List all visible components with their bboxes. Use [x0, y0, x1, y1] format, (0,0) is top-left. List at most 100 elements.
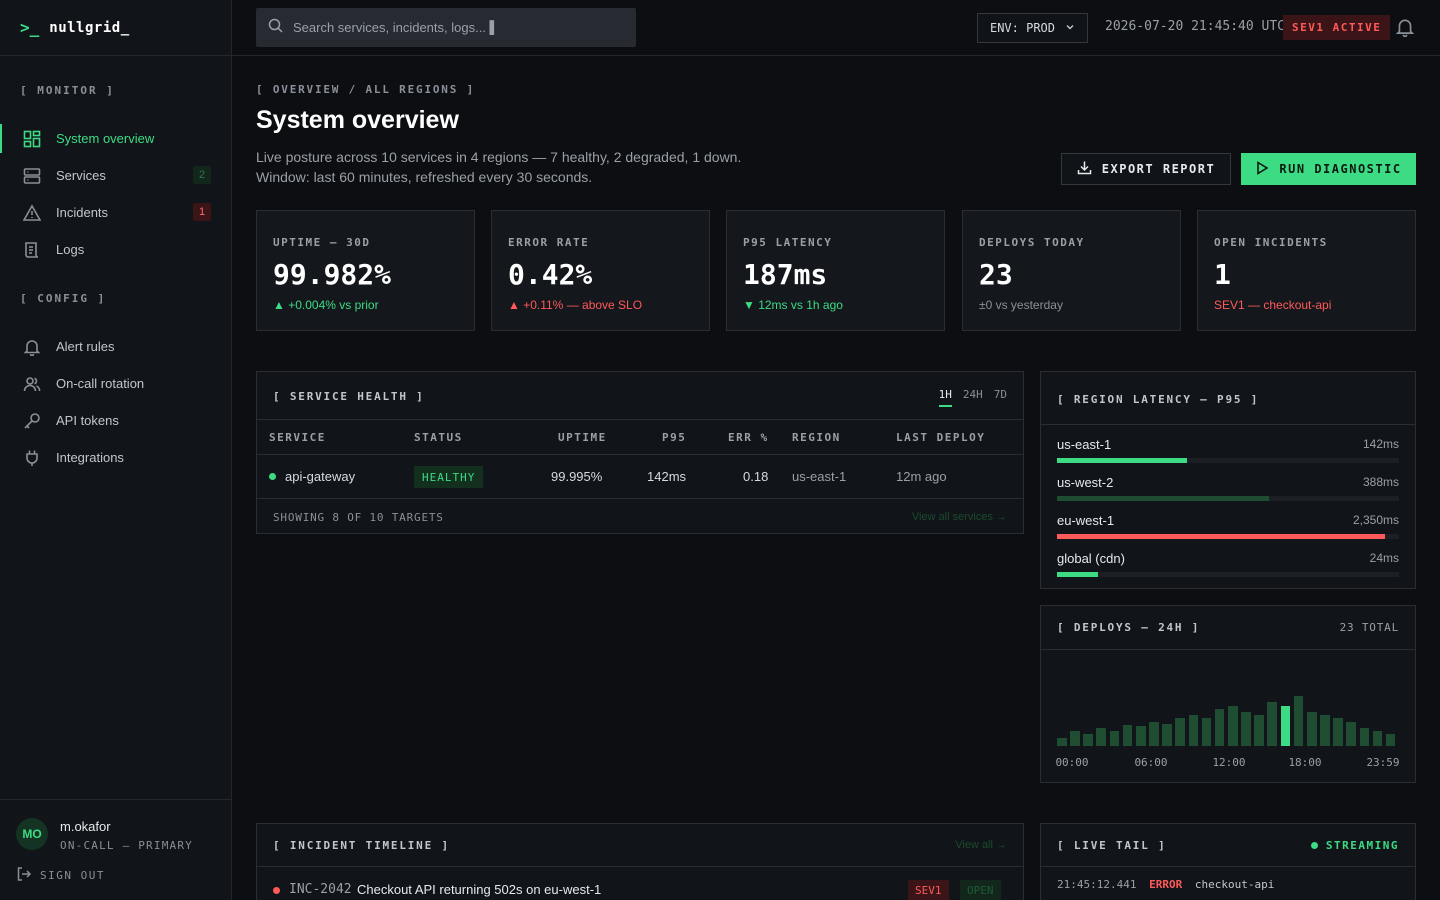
run-diagnostic-label: RUN DIAGNOSTIC	[1279, 162, 1402, 176]
cell-uptime: 99.995%	[551, 469, 603, 484]
run-diagnostic-button[interactable]: RUN DIAGNOSTIC	[1241, 153, 1416, 185]
region-name: eu-west-1	[1057, 513, 1115, 528]
view-all-incidents-link[interactable]: View all →	[955, 839, 1007, 851]
region-name: us-east-1	[1057, 437, 1112, 452]
deploy-bar[interactable]	[1122, 725, 1133, 746]
region-latency-value: 24ms	[1369, 551, 1399, 565]
deploy-bar[interactable]	[1135, 726, 1146, 746]
latency-bar-fill	[1057, 458, 1187, 463]
deploy-bar[interactable]	[1372, 731, 1383, 746]
deploy-bar[interactable]	[1385, 734, 1396, 746]
sev-active-badge[interactable]: SEV1 ACTIVE	[1283, 15, 1391, 40]
col-p95[interactable]: P95	[662, 431, 687, 444]
deploy-bar[interactable]	[1254, 715, 1264, 746]
deploy-bar[interactable]	[1057, 738, 1067, 746]
table-row[interactable]: api-gateway HEALTHY 99.995% 142ms 0.18 u…	[257, 455, 1023, 499]
tab-7d[interactable]: 7D	[993, 388, 1007, 401]
deploy-bar[interactable]	[1346, 722, 1357, 746]
region-row-us-east-1[interactable]: us-east-1 142ms	[1057, 437, 1399, 473]
cell-service: api-gateway	[285, 469, 356, 484]
grid-icon	[22, 129, 42, 149]
key-icon	[22, 411, 42, 431]
deploy-bar[interactable]	[1228, 706, 1238, 746]
sidebar-item-on-call-rotation[interactable]: On-call rotation	[0, 365, 231, 402]
deploy-bar[interactable]	[1293, 696, 1304, 746]
streaming-indicator[interactable]: STREAMING	[1310, 839, 1399, 852]
section-label-monitor: [ MONITOR ]	[20, 84, 115, 97]
sidebar-item-system-overview[interactable]: System overview	[0, 120, 231, 157]
region-row-eu-west-1[interactable]: eu-west-1 2,350ms	[1057, 513, 1399, 549]
view-all-services-link[interactable]: View all services →	[911, 511, 1007, 523]
env-selector[interactable]: ENV: PROD	[977, 13, 1088, 43]
kpi-card-open-incidents: OPEN INCIDENTS 1 SEV1 — checkout-api	[1197, 210, 1416, 331]
col-last-deploy[interactable]: LAST DEPLOY	[896, 431, 986, 444]
deploy-bar[interactable]	[1109, 731, 1120, 746]
breadcrumb: [ OVERVIEW / ALL REGIONS ]	[256, 83, 475, 96]
region-latency-value: 388ms	[1362, 475, 1399, 489]
deploy-bar[interactable]	[1320, 715, 1330, 746]
col-uptime[interactable]: UPTIME	[558, 431, 607, 444]
kpi-label: P95 LATENCY	[743, 236, 833, 249]
sidebar-item-api-tokens[interactable]: API tokens	[0, 402, 231, 439]
x-axis-label: 00:00	[1055, 756, 1089, 769]
range-tabs: 1H 24H 7D	[938, 388, 1007, 407]
deploy-bar[interactable]	[1306, 712, 1317, 746]
panel-title: [ INCIDENT TIMELINE ]	[273, 839, 450, 852]
search-input[interactable]	[293, 20, 613, 35]
deploy-bar[interactable]	[1359, 728, 1370, 746]
incident-id: INC-2042	[289, 882, 352, 897]
sidebar-item-integrations[interactable]: Integrations	[0, 439, 231, 476]
x-axis-label: 06:00	[1134, 756, 1168, 769]
sidebar-item-services[interactable]: Services 2	[0, 157, 231, 194]
kpi-row: UPTIME — 30D 99.982% ▲ +0.004% vs prior …	[256, 210, 1416, 331]
deploy-bar[interactable]	[1267, 702, 1278, 746]
deploy-bar[interactable]	[1201, 718, 1212, 746]
sign-out-label: SIGN OUT	[40, 869, 105, 882]
streaming-dot	[1310, 842, 1318, 849]
sidebar-item-alert-rules[interactable]: Alert rules	[0, 328, 231, 365]
deploy-bar[interactable]	[1070, 731, 1080, 746]
tab-1h[interactable]: 1H	[938, 388, 952, 407]
export-report-button[interactable]: EXPORT REPORT	[1061, 153, 1231, 185]
region-row-us-west-2[interactable]: us-west-2 388ms	[1057, 475, 1399, 511]
avatar[interactable]: MO	[16, 818, 48, 850]
col-service[interactable]: SERVICE	[269, 431, 326, 444]
incident-sev-badge: SEV1	[908, 880, 949, 900]
sidebar-item-logs[interactable]: Logs	[0, 231, 231, 268]
incident-row[interactable]: INC-2042 Checkout API returning 502s on …	[257, 867, 1023, 900]
kpi-value: 0.42%	[508, 258, 593, 291]
sign-out-button[interactable]: SIGN OUT	[16, 866, 105, 885]
col-region[interactable]: REGION	[792, 431, 841, 444]
deploy-bar[interactable]	[1214, 709, 1225, 746]
search-bar[interactable]	[256, 8, 636, 47]
x-axis-label: 12:00	[1212, 756, 1246, 769]
logs-icon	[22, 240, 42, 260]
deploy-bar[interactable]	[1241, 712, 1251, 746]
log-level: ERROR	[1149, 878, 1183, 891]
server-icon	[22, 166, 42, 186]
sidebar-item-label: Services	[56, 168, 106, 183]
col-status[interactable]: STATUS	[414, 431, 463, 444]
deploy-bar[interactable]	[1083, 734, 1093, 746]
deploy-bar[interactable]	[1096, 728, 1107, 746]
deploys-total: 23 TOTAL	[1339, 621, 1399, 634]
brand[interactable]: >_ nullgrid_	[0, 0, 231, 56]
plug-icon	[22, 448, 42, 468]
log-line[interactable]: 21:45:12.441 ERROR checkout-api	[1057, 878, 1274, 891]
deploy-bar[interactable]	[1333, 718, 1343, 746]
deploy-bar[interactable]	[1175, 718, 1186, 746]
streaming-label: STREAMING	[1325, 839, 1399, 852]
region-row-global-cdn[interactable]: global (cdn) 24ms	[1057, 551, 1399, 587]
deploy-bar[interactable]	[1149, 722, 1159, 746]
tab-24h[interactable]: 24H	[962, 388, 983, 401]
deploy-bar[interactable]	[1280, 706, 1291, 746]
kpi-label: UPTIME — 30D	[273, 236, 371, 249]
deploy-bar[interactable]	[1188, 715, 1199, 746]
sidebar-item-incidents[interactable]: Incidents 1	[0, 194, 231, 231]
panel-title: [ DEPLOYS — 24H ]	[1057, 621, 1201, 634]
kpi-delta: ±0 vs yesterday	[979, 298, 1063, 312]
col-err[interactable]: ERR %	[728, 431, 769, 444]
service-health-panel: [ SERVICE HEALTH ] 1H 24H 7D SERVICE STA…	[256, 371, 1024, 534]
deploy-bar[interactable]	[1162, 724, 1172, 746]
notifications-bell-icon[interactable]	[1395, 17, 1415, 42]
